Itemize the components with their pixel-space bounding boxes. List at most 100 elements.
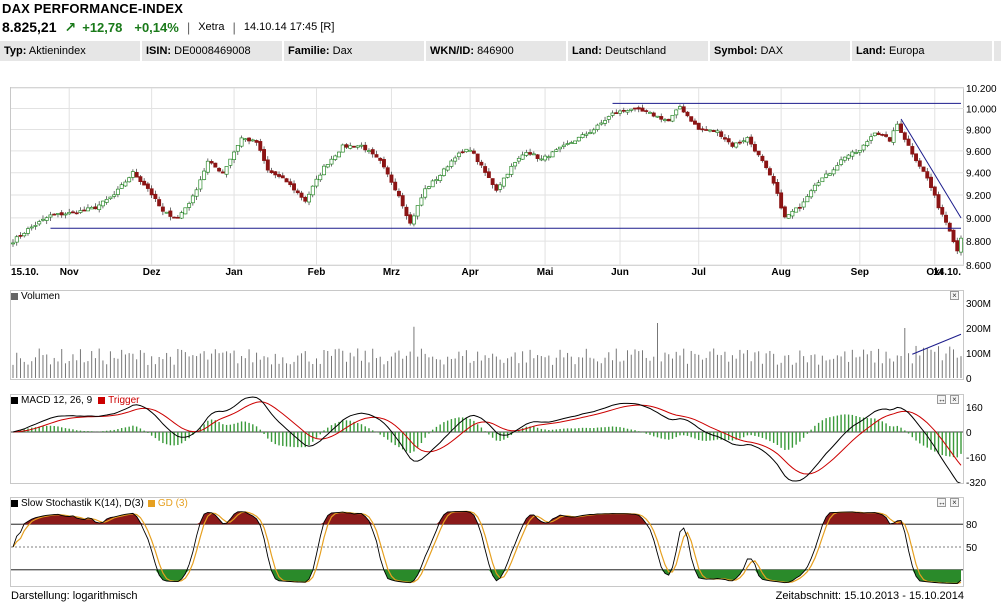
candle-down	[145, 183, 150, 189]
candle-up	[576, 136, 581, 142]
price-y-tick-label: 9.200	[966, 191, 991, 202]
candle-up	[14, 236, 19, 243]
candle-up	[426, 186, 431, 189]
candle-up	[239, 137, 244, 147]
candle-down	[254, 140, 259, 143]
candle-up	[423, 188, 428, 198]
expand-icon[interactable]: ↔	[937, 498, 946, 507]
macd-y-tick-label: -320	[966, 478, 986, 489]
candle-down	[374, 154, 379, 158]
candle-down	[700, 128, 705, 131]
candle-down	[947, 222, 952, 232]
candle-down	[737, 141, 742, 144]
candle-up	[318, 174, 323, 181]
candle-down	[172, 216, 177, 219]
candle-up	[505, 173, 510, 178]
expand-icon[interactable]: ↔	[937, 395, 946, 404]
candle-up	[37, 221, 42, 225]
candle-down	[370, 149, 375, 155]
candle-up	[130, 171, 135, 178]
candle-down	[917, 160, 922, 167]
candle-down	[149, 188, 154, 196]
candle-down	[490, 178, 495, 185]
info-symbol: Symbol: DAX	[710, 41, 852, 61]
candle-up	[78, 210, 83, 213]
candle-up	[85, 207, 90, 212]
up-arrow-icon: ↗	[64, 18, 77, 35]
candle-up	[325, 164, 330, 168]
candle-up	[610, 112, 615, 116]
price-y-tick-label: 10.200	[966, 84, 997, 95]
candle-down	[138, 176, 143, 182]
candle-down	[906, 138, 911, 146]
candle-down	[220, 171, 225, 174]
candle-down	[265, 159, 270, 171]
candle-up	[67, 212, 72, 215]
candle-up	[846, 154, 851, 159]
candle-up	[606, 116, 611, 120]
candle-up	[445, 166, 450, 171]
macd-trigger-line	[12, 401, 962, 475]
info-bar: Typ: Aktienindex ISIN: DE0008469008 Fami…	[0, 41, 1001, 61]
stochastic-panel	[10, 497, 964, 587]
stochastic-gd-label: GD (3)	[157, 498, 188, 509]
candle-up	[550, 151, 555, 158]
info-type: Typ: Aktienindex	[0, 41, 142, 61]
price-x-tick-label: Aug	[771, 267, 790, 278]
display-mode: Darstellung: logarithmisch	[11, 590, 138, 602]
close-icon[interactable]: ×	[950, 498, 959, 507]
candle-down	[914, 153, 918, 162]
candle-up	[558, 146, 563, 150]
candle-down	[494, 184, 499, 191]
candle-up	[48, 214, 53, 218]
candle-up	[164, 211, 169, 214]
candle-down	[764, 160, 769, 169]
price-x-tick-label: Sep	[851, 267, 869, 278]
candle-up	[959, 237, 963, 253]
candle-down	[614, 112, 619, 114]
price-x-tick-label: 14.10.	[933, 267, 961, 278]
candle-down	[486, 171, 491, 179]
candle-down	[880, 134, 885, 136]
candle-down	[921, 166, 926, 172]
candle-up	[41, 218, 45, 221]
candle-up	[434, 179, 439, 182]
candle-down	[18, 235, 23, 237]
candle-up	[430, 180, 435, 188]
candle-down	[262, 149, 267, 161]
candle-up	[599, 122, 604, 125]
candle-up	[715, 130, 720, 133]
candle-down	[876, 132, 881, 135]
macd-title: MACD 12, 26, 9 Trigger	[11, 395, 139, 406]
close-icon[interactable]: ×	[950, 291, 959, 300]
candle-down	[82, 209, 87, 212]
candle-down	[93, 206, 98, 210]
candle-up	[565, 143, 570, 145]
candle-down	[925, 171, 930, 179]
candle-down	[175, 216, 180, 219]
price-y-tick-label: 10.000	[966, 105, 997, 116]
price-y-tick-label: 9.000	[966, 214, 991, 225]
candle-down	[303, 196, 308, 202]
close-icon[interactable]: ×	[950, 395, 959, 404]
price-y-tick-label: 8.600	[966, 261, 991, 272]
candle-up	[198, 179, 203, 190]
stochastic-d-line	[12, 510, 962, 585]
candle-down	[902, 132, 907, 140]
candle-up	[194, 189, 199, 197]
candle-up	[97, 204, 102, 210]
candle-down	[779, 192, 784, 209]
candle-up	[205, 160, 210, 173]
candle-up	[235, 145, 240, 152]
candle-down	[277, 174, 281, 177]
price-x-tick-label: Nov	[60, 267, 79, 278]
candle-up	[228, 158, 233, 166]
info-isin: ISIN: DE0008469008	[142, 41, 284, 61]
candle-down	[756, 150, 761, 156]
price-x-tick-label: Feb	[308, 267, 326, 278]
price-x-tick-label: Dez	[143, 267, 161, 278]
candle-down	[280, 175, 285, 179]
candle-up	[824, 173, 829, 178]
info-country: Land: Deutschland	[568, 41, 710, 61]
